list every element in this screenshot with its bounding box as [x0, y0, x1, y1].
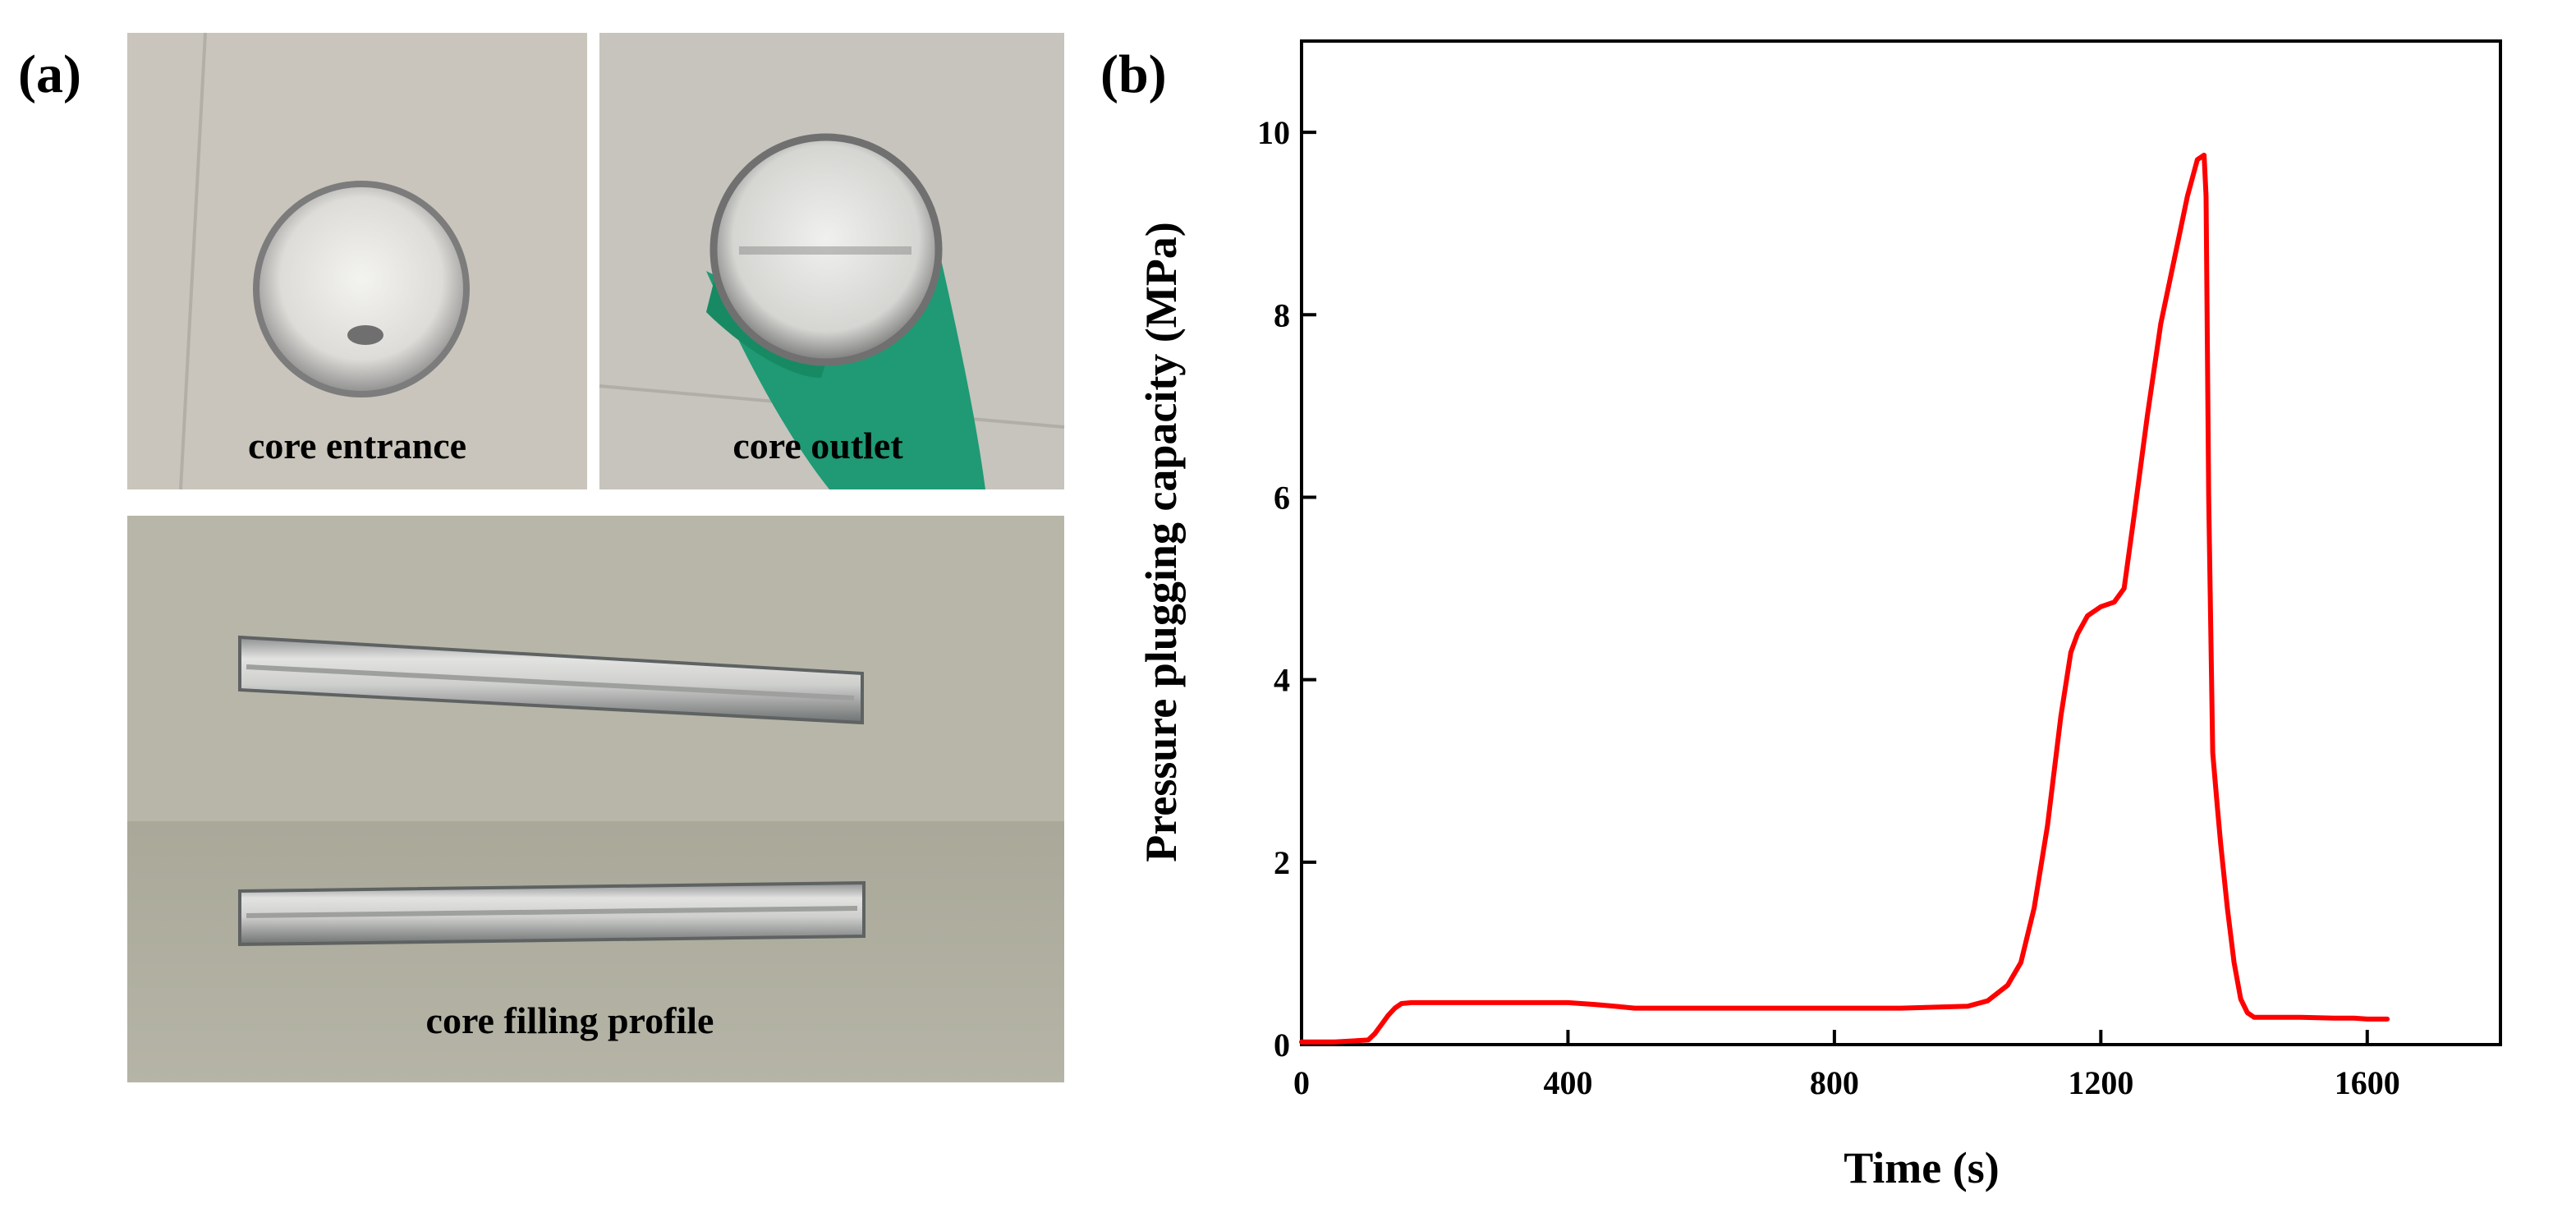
y-axis-title: Pressure plugging capacity (MPa) — [1136, 222, 1186, 861]
core-entrance-disc — [253, 181, 470, 397]
x-tick-label: 1600 — [2335, 1064, 2400, 1101]
photo-core-outlet: core outlet — [599, 33, 1065, 489]
y-tick-label: 0 — [1274, 1027, 1290, 1064]
x-axis-ticks: 0 400 800 1200 1600 — [1293, 1030, 2400, 1101]
x-tick-label: 400 — [1543, 1064, 1592, 1101]
y-tick-label: 8 — [1274, 296, 1290, 333]
caption-core-entrance: core entrance — [248, 425, 466, 466]
y-axis-ticks: 0 2 4 6 8 10 — [1257, 114, 1316, 1064]
photo-core-entrance: core entrance — [127, 32, 587, 490]
panel-b-label: (b) — [1100, 44, 1167, 104]
x-tick-label: 1200 — [2068, 1064, 2133, 1101]
plot-frame — [1300, 39, 2502, 1046]
y-tick-label: 10 — [1257, 114, 1290, 151]
series-line-pressure — [1299, 152, 2390, 1045]
panel-a-label: (a) — [18, 44, 81, 104]
core-rod-lower — [238, 880, 866, 947]
y-tick-label: 4 — [1274, 662, 1290, 699]
caption-core-filling-profile: core filling profile — [426, 999, 714, 1041]
y-tick-label: 2 — [1274, 844, 1290, 881]
x-tick-label: 800 — [1810, 1064, 1859, 1101]
core-rod-upper — [238, 635, 864, 725]
caption-core-outlet: core outlet — [732, 425, 903, 466]
y-tick-label: 6 — [1274, 479, 1290, 516]
x-tick-label: 0 — [1293, 1064, 1310, 1101]
pressure-chart: 0 2 4 6 8 10 0 400 800 1200 1600 Time (s) Pressur… — [1136, 39, 2502, 1192]
photo-core-filling-profile: core filling profile — [127, 516, 1064, 1082]
x-axis-title: Time (s) — [1844, 1143, 1999, 1192]
